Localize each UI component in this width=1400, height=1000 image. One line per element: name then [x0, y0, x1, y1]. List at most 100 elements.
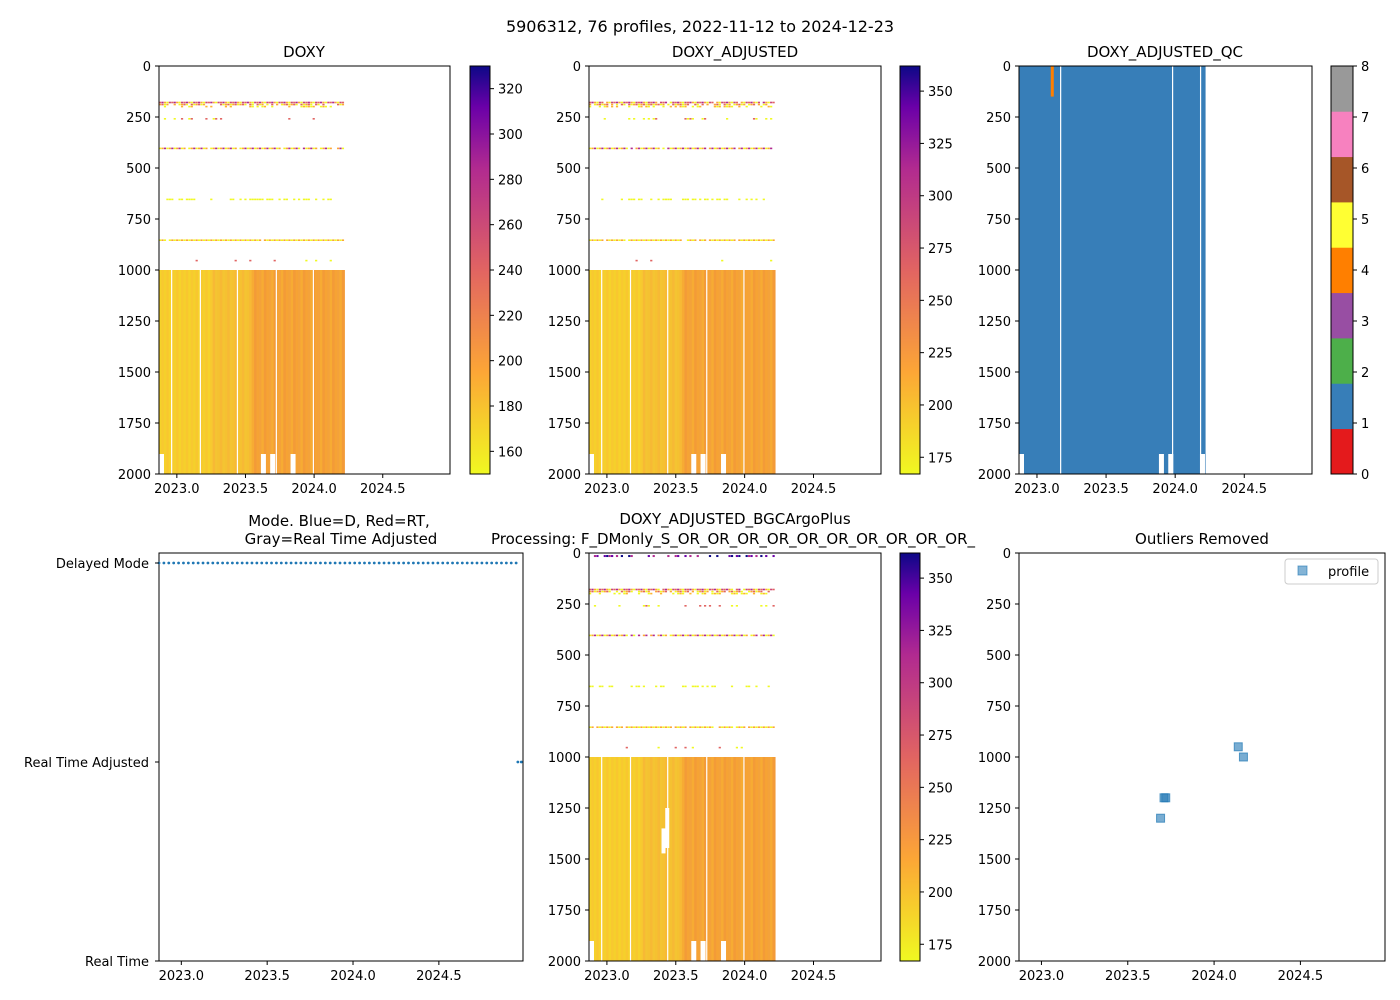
- adj-dash: [750, 101, 753, 104]
- bgc-gap: [706, 757, 708, 961]
- adj-dash: [694, 101, 697, 104]
- bgc-surface-dash: [728, 555, 731, 558]
- bgc-dash: [596, 588, 599, 591]
- doxy-dash: [322, 101, 325, 104]
- adj-dash: [767, 147, 770, 150]
- bgc-xtick-label: 2024.0: [722, 969, 768, 984]
- bgc-dash: [723, 726, 726, 728]
- bgc-surface-dash: [677, 555, 680, 558]
- bgc-dash: [750, 588, 753, 591]
- doxy-dash: [280, 101, 284, 104]
- doxy-dash: [263, 105, 267, 108]
- bgc-column: [674, 757, 678, 961]
- doxy-dash: [266, 103, 269, 106]
- adj-dash: [770, 147, 773, 150]
- bgc-dash: [686, 588, 690, 591]
- bgc-column: [589, 757, 593, 961]
- doxy-dash: [180, 239, 184, 241]
- doxy-dash: [234, 147, 237, 150]
- adj-dash: [708, 147, 712, 150]
- doxy-dash: [190, 118, 193, 120]
- bgc-dash: [601, 590, 604, 593]
- bgc-column: [740, 757, 744, 961]
- doxy-dash: [288, 239, 291, 241]
- doxy-dash: [251, 103, 254, 106]
- adj-column: [728, 270, 732, 474]
- doxy-dash: [195, 147, 198, 150]
- adj-dash: [650, 147, 653, 150]
- adj-dash: [589, 101, 592, 104]
- doxy-column: [327, 270, 331, 474]
- bgc-dash: [657, 590, 660, 593]
- qc-cbtick-label: 6: [1361, 162, 1369, 177]
- bgc-dash: [618, 634, 621, 637]
- bgc-dash: [611, 634, 614, 637]
- adj-dash: [613, 239, 616, 241]
- bgc-dash: [752, 634, 756, 637]
- doxy-dash: [212, 118, 215, 120]
- doxy-column: [295, 270, 299, 474]
- doxy-dash: [271, 103, 274, 106]
- adj-dash: [752, 239, 756, 241]
- bgc-dash: [601, 685, 604, 688]
- doxy-dash: [195, 259, 198, 262]
- bgc-dash: [711, 726, 714, 728]
- doxy-dash: [173, 101, 176, 104]
- doxy-column: [280, 270, 284, 474]
- adj-column: [699, 270, 703, 474]
- adj-dash: [699, 239, 702, 241]
- doxy-dash: [258, 101, 262, 104]
- doxy-column: [171, 270, 175, 474]
- mode-delayed-point: [265, 561, 269, 565]
- bgc-column: [699, 757, 703, 961]
- mode-delayed-point: [387, 561, 391, 565]
- adj-dash: [743, 239, 746, 241]
- adj-dash: [755, 101, 758, 104]
- qc-cbtick-label: 8: [1361, 60, 1369, 75]
- bgc-dash: [708, 726, 712, 728]
- doxy-column: [300, 270, 304, 474]
- doxy-dash: [307, 105, 310, 108]
- adj-column: [655, 270, 659, 474]
- bgc-column: [694, 757, 698, 961]
- bgc-gap: [629, 757, 632, 961]
- doxy-dash: [310, 147, 313, 150]
- doxy-dash: [256, 103, 259, 106]
- bgc-dash: [689, 592, 692, 595]
- doxy-dash: [266, 239, 269, 241]
- bgc-dash: [708, 634, 712, 637]
- doxy-column: [193, 270, 197, 474]
- bgc-column: [662, 757, 666, 961]
- adj-cbtick-label: 175: [928, 451, 953, 466]
- bgc-column: [606, 757, 610, 961]
- doxy-dash: [251, 101, 254, 104]
- bgc-dash: [630, 726, 633, 728]
- bgc-column: [760, 757, 764, 961]
- doxy-dash: [249, 147, 252, 150]
- mode-delayed-point: [465, 561, 469, 565]
- doxy-column: [278, 270, 282, 474]
- adj-dash: [728, 147, 731, 150]
- adj-cbtick-label: 225: [928, 347, 953, 362]
- bgc-column: [623, 757, 627, 961]
- adj-cbtick-label: 300: [928, 190, 953, 205]
- doxy-dash: [217, 147, 220, 150]
- bgc-dash: [596, 590, 599, 593]
- adj-column: [625, 270, 629, 474]
- adj-dash: [664, 101, 668, 104]
- doxy-dash: [322, 198, 325, 201]
- adj-dash: [603, 118, 606, 120]
- doxy-dash: [293, 239, 296, 241]
- bgc-dash: [703, 634, 707, 637]
- bgc-column: [752, 757, 756, 961]
- adj-column: [647, 270, 651, 474]
- adj-dash: [716, 101, 719, 104]
- doxy-dash: [180, 118, 184, 120]
- adj-column: [642, 270, 646, 474]
- doxy-column: [190, 270, 194, 474]
- bgc-dash: [608, 685, 611, 688]
- adj-dash: [662, 105, 665, 108]
- adj-dash: [593, 101, 597, 104]
- adj-column: [691, 270, 695, 474]
- doxy-dash: [159, 147, 162, 150]
